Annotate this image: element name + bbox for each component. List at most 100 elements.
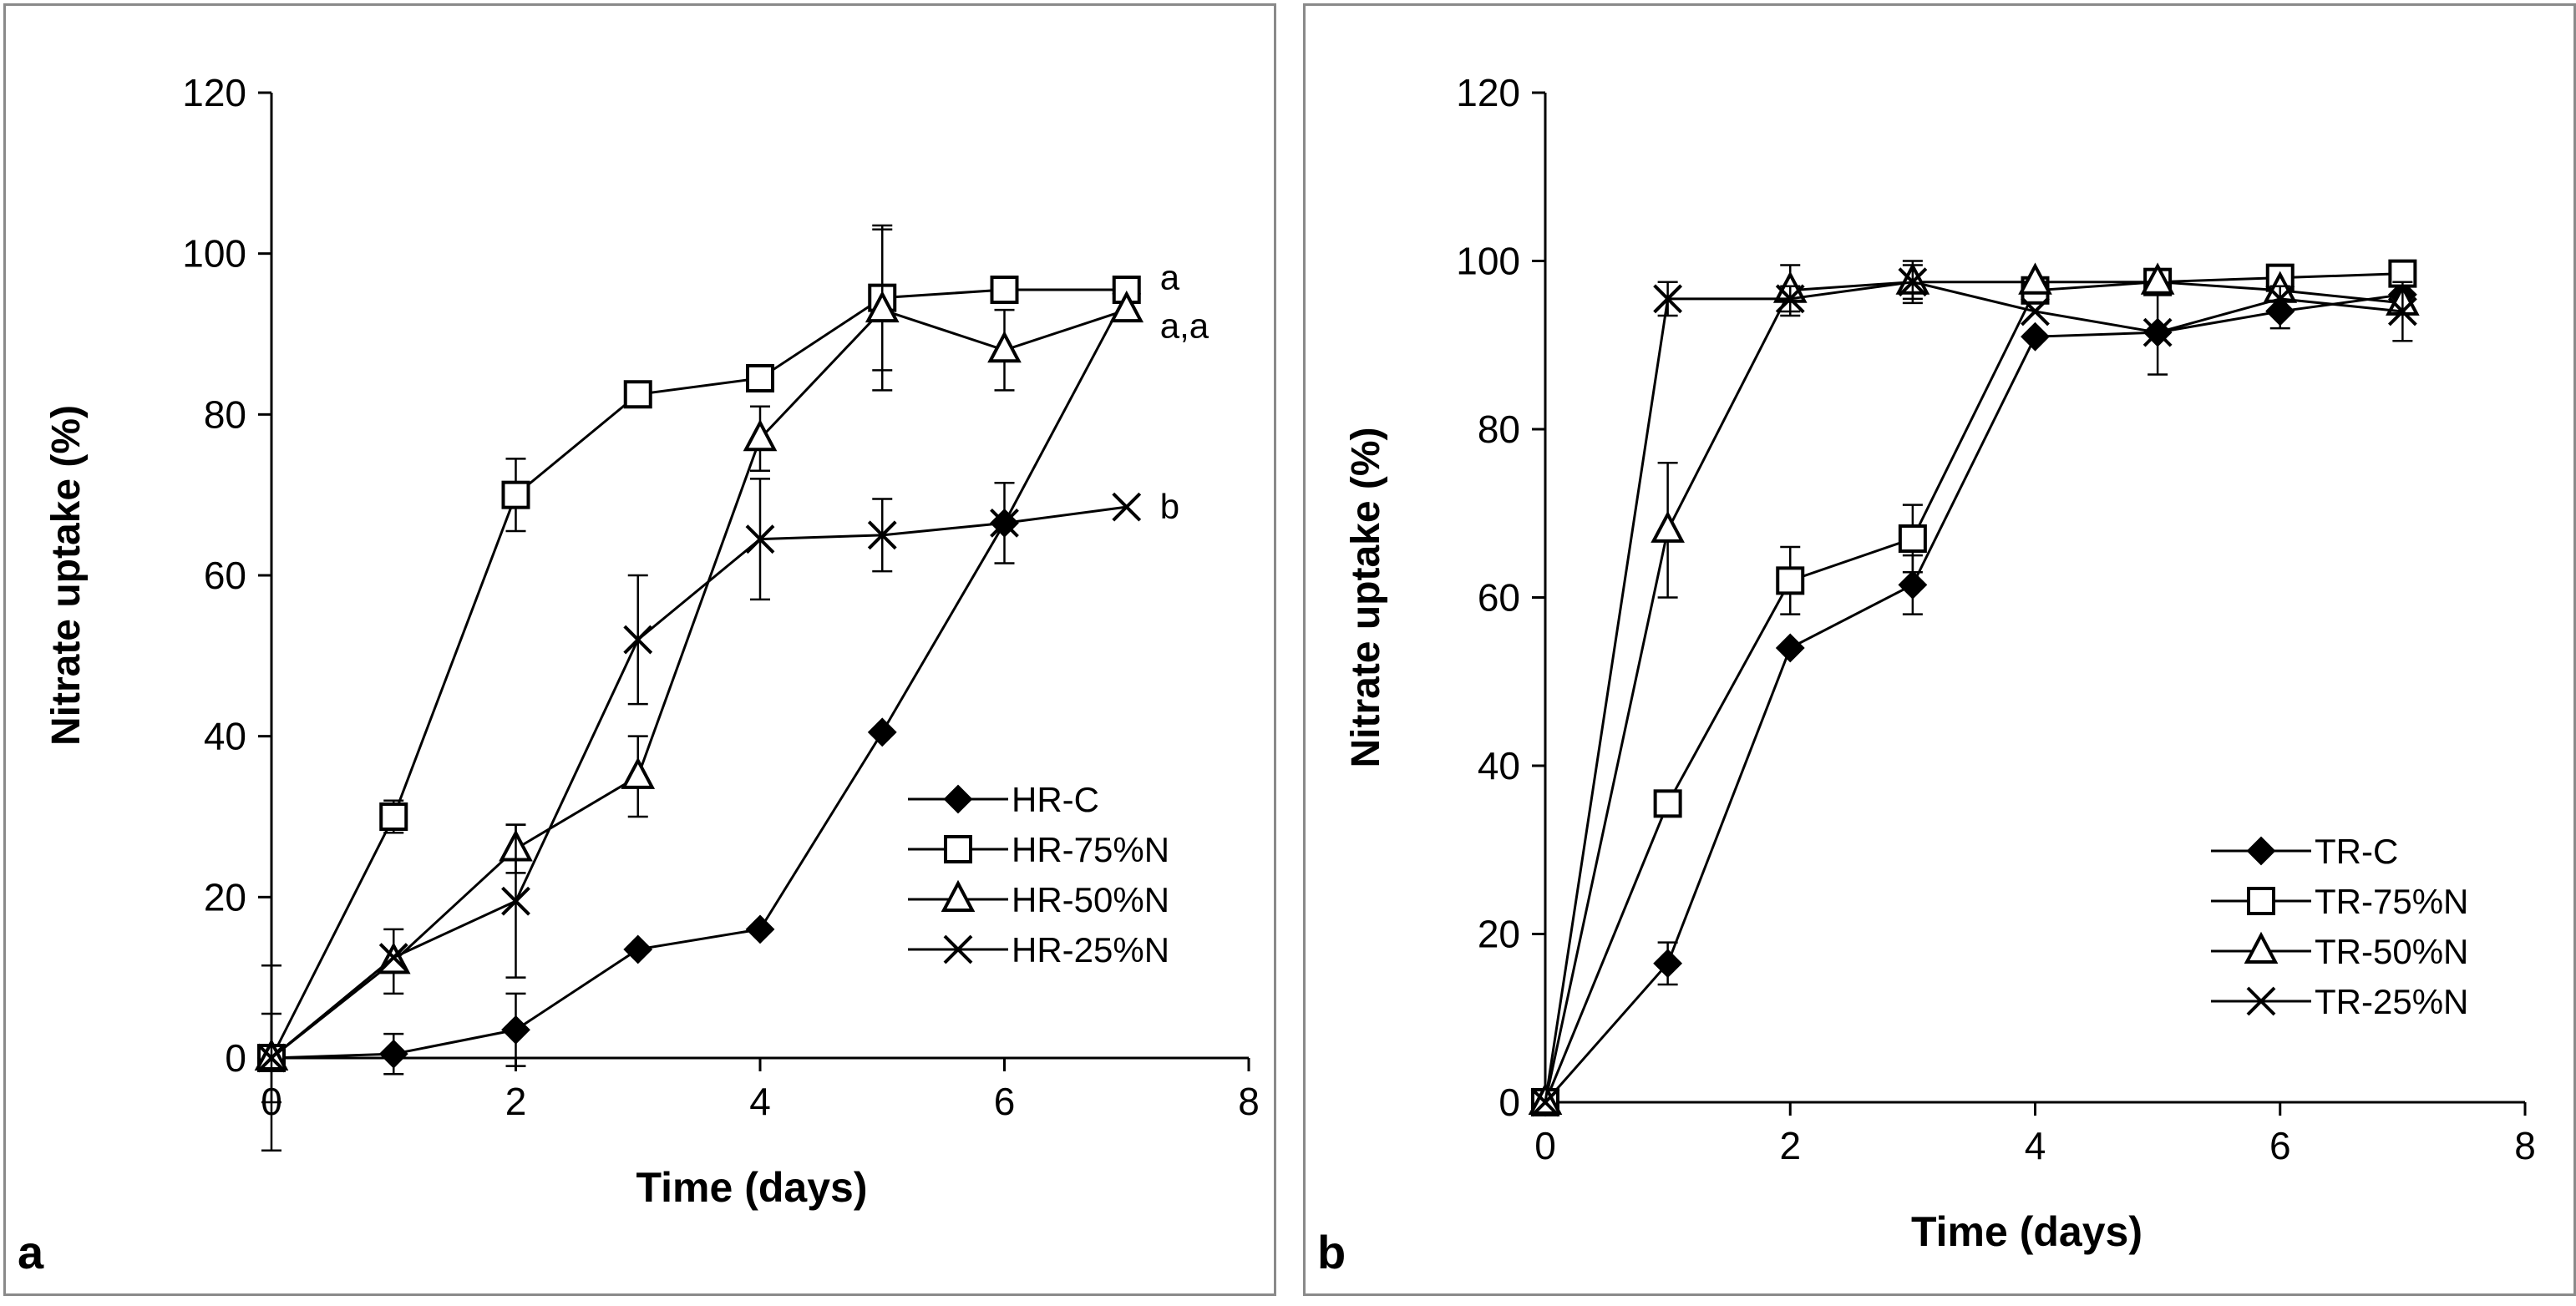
y-tick-label: 40 [1478,744,1520,787]
x-tick-label: 2 [505,1080,527,1123]
series-line [1544,281,2403,1103]
series-line [271,308,1128,1060]
data-point [1653,284,1683,314]
y-tick-label: 120 [1456,71,1520,114]
data-point [378,1039,408,1069]
legend-item: TR-75%N [2211,882,2468,921]
data-point [2142,317,2173,347]
legend-item: TR-25%N [2211,982,2468,1021]
legend-item: TR-50%N [2211,931,2468,971]
legend-label: TR-25%N [2315,982,2468,1021]
data-point [1898,267,1928,297]
data-point [743,418,778,452]
data-point [2265,284,2295,314]
series-line [270,288,1127,1059]
y-tick-label: 20 [1478,913,1520,956]
legend-marker [943,784,973,814]
legend-item: HR-25%N [908,930,1169,969]
y-tick-label: 80 [204,392,246,436]
data-point [623,625,653,655]
series-HR-25%N [256,478,1142,1152]
data-point [1109,290,1144,323]
data-point [1775,284,1805,314]
data-point [990,508,1019,538]
x-tick-label: 6 [2269,1124,2291,1167]
series-HR-50%N [254,228,1144,1104]
data-point [501,480,530,509]
y-tick-label: 60 [204,554,246,597]
data-point [501,886,530,916]
data-point [1530,1087,1560,1117]
data-point [623,380,652,409]
y-axis-title: Nitrate uptake (%) [1344,427,1388,767]
legend: HR-C HR-75%N HR-50%N HR-25%N [908,780,1169,969]
data-point [867,520,897,550]
y-tick-label: 60 [1478,576,1520,620]
x-tick-label: 6 [994,1080,1016,1123]
x-tick-label: 0 [1534,1124,1556,1167]
data-point [1898,569,1928,600]
legend-item: HR-75%N [908,830,1169,869]
data-point [2018,262,2052,295]
x-tick-label: 2 [1779,1124,1801,1167]
data-point [621,757,656,789]
legend-item: HR-50%N [908,879,1169,919]
series-line [271,293,1128,1060]
data-point [990,276,1019,305]
data-point [256,1043,287,1073]
data-point [1776,566,1805,595]
y-tick-label: 120 [182,71,246,114]
series-TR-75%N [1531,259,2417,1116]
series-TR-C [1530,280,2417,1117]
data-point [1653,789,1682,818]
x-tick-label: 8 [1238,1080,1260,1123]
annotation-label: b [1160,487,1179,526]
legend-marker [2244,931,2279,964]
legend-label: HR-25%N [1012,930,1169,969]
y-tick-label: 100 [1456,240,1520,283]
chart-panel-b: 0 20 40 60 80 100 120 0 2 4 6 8 Time (days) Nitrate u… [1303,3,2576,1296]
x-axis-title: Time (days) [1911,1208,2142,1255]
x-axis-title: Time (days) [636,1164,868,1211]
series-TR-50%N [1528,262,2420,1115]
data-point [745,524,775,554]
legend-marker [941,879,976,912]
x-tick-label: 4 [749,1080,771,1123]
y-tick-label: 0 [225,1036,246,1080]
data-point [867,717,897,747]
legend-label: TR-50%N [2315,932,2468,971]
legend-marker [944,835,972,863]
chart-b-svg: 0 20 40 60 80 100 120 0 2 4 6 8 Time (days) Nitrate u… [1317,71,2536,1278]
x-tick-label: 4 [2025,1124,2046,1167]
y-tick-label: 80 [1478,407,1520,451]
y-tick-label: 100 [182,232,246,276]
legend-marker [2247,887,2275,915]
annotation-label: a [1160,258,1180,297]
legend-marker [2246,836,2276,866]
series-line [1544,293,2403,1103]
series-TR-25%N [1530,260,2417,1117]
data-point [2140,262,2175,295]
y-tick-label: 20 [204,875,246,919]
data-point [378,943,408,972]
panel-label: b [1317,1226,1346,1278]
legend-item: HR-C [908,780,1099,819]
legend: TR-C TR-75%N TR-50%N TR-25%N [2211,832,2468,1021]
legend-label: TR-75%N [2315,882,2468,921]
data-point [1898,524,1927,553]
data-point [1775,633,1805,663]
data-point [2021,296,2050,326]
annotation-label: a,a [1160,306,1209,345]
data-point [2387,296,2417,326]
data-point [1651,510,1685,543]
legend-label: HR-75%N [1012,830,1169,869]
data-point [746,363,774,392]
legend-label: HR-50%N [1012,880,1169,919]
data-point [1653,949,1683,979]
series-line [1544,272,2403,1103]
data-point [1112,492,1142,522]
data-point [987,331,1022,363]
data-point [745,914,775,944]
